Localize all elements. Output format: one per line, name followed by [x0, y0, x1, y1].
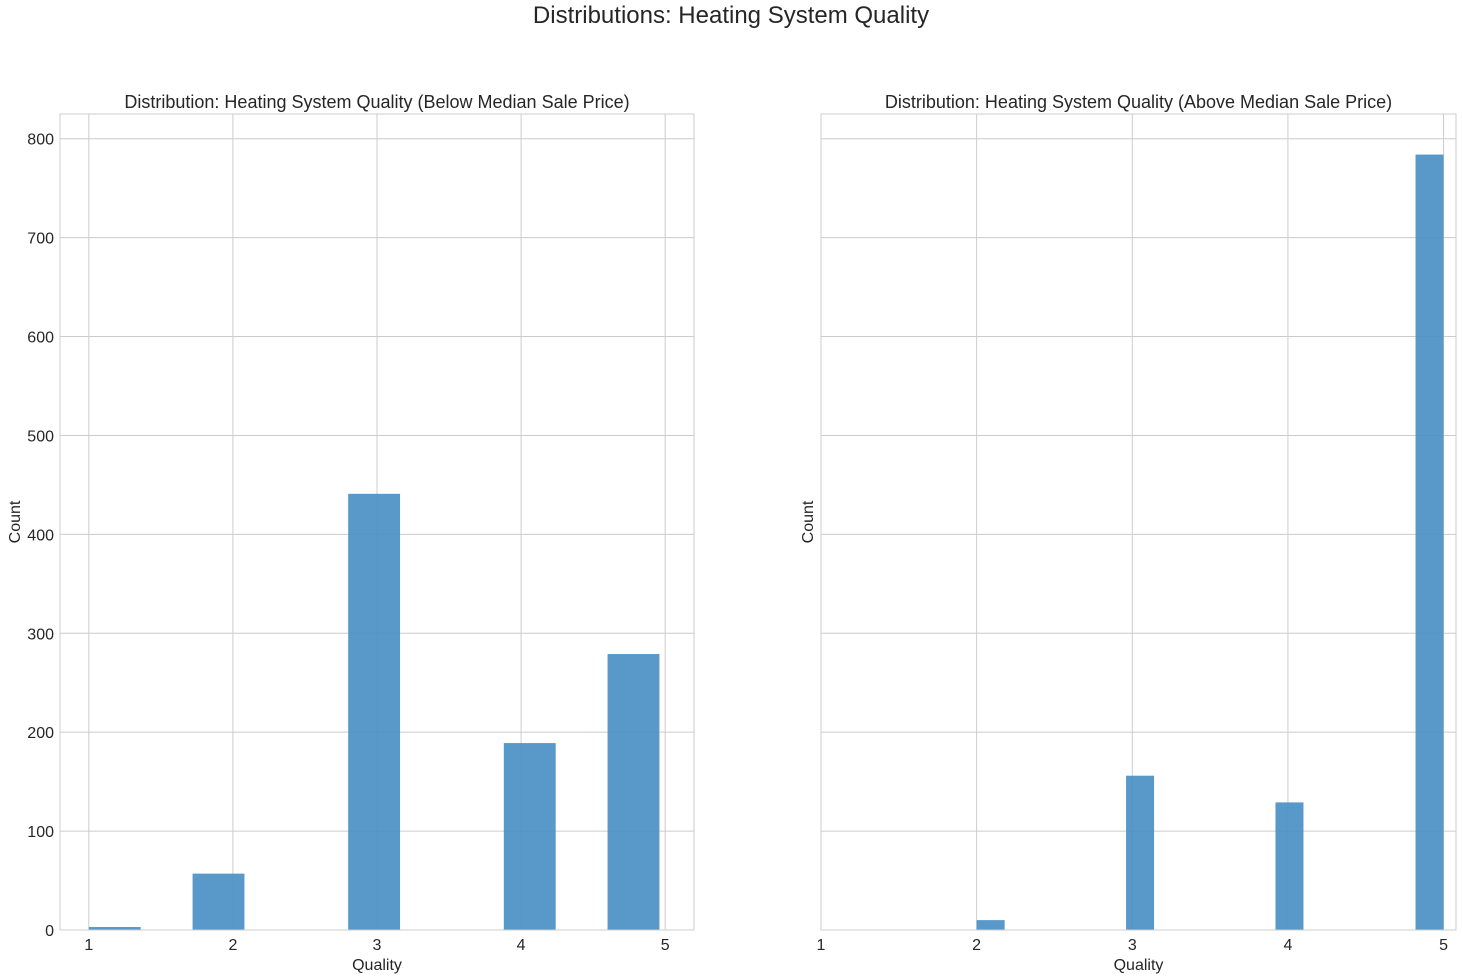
- left-bar: [192, 873, 245, 930]
- left-chart-title: Distribution: Heating System Quality (Be…: [124, 92, 629, 112]
- left-ytick-label: 0: [45, 923, 54, 940]
- left-ytick-label: 200: [27, 725, 54, 742]
- right-bar: [976, 920, 1005, 930]
- left-chart: 1 2 3 4 5 0 100 200 300 400 500 600 700 800 Distributi…: [7, 92, 695, 974]
- left-ytick-label: 700: [27, 231, 54, 248]
- right-xtick-label: 1: [817, 937, 826, 954]
- right-bar: [1126, 775, 1155, 930]
- left-bar: [607, 654, 660, 930]
- left-ytick-label: 300: [27, 626, 54, 643]
- figure-suptitle: Distributions: Heating System Quality: [532, 2, 930, 29]
- left-axes-frame: [59, 113, 695, 931]
- left-xtick-label: 4: [517, 937, 526, 954]
- left-y-axis-label: Count: [7, 500, 24, 543]
- right-x-axis-label: Quality: [1114, 957, 1164, 974]
- left-bar: [348, 493, 401, 930]
- left-bar: [503, 743, 556, 930]
- right-bar: [1415, 154, 1444, 930]
- left-xtick-label: 3: [373, 937, 382, 954]
- right-xtick-label: 5: [1439, 937, 1448, 954]
- left-ytick-label: 800: [27, 132, 54, 149]
- right-axes-frame: [820, 113, 1457, 931]
- right-chart: 1 2 3 4 5 Distribution: Heating System Qualit…: [800, 92, 1457, 974]
- left-bar: [88, 927, 141, 930]
- right-xtick-label: 4: [1283, 937, 1292, 954]
- left-ytick-label: 600: [27, 330, 54, 347]
- left-ytick-label: 100: [27, 824, 54, 841]
- right-bar: [1275, 802, 1304, 930]
- left-xtick-label: 2: [228, 937, 237, 954]
- left-xtick-label: 5: [661, 937, 670, 954]
- left-ytick-label: 400: [27, 527, 54, 544]
- left-ytick-label: 500: [27, 428, 54, 445]
- left-x-axis-label: Quality: [352, 957, 402, 974]
- right-xtick-label: 2: [972, 937, 981, 954]
- left-xtick-label: 1: [84, 937, 93, 954]
- right-xtick-label: 3: [1128, 937, 1137, 954]
- right-chart-title: Distribution: Heating System Quality (Ab…: [885, 92, 1392, 112]
- right-y-axis-label: Count: [800, 500, 817, 543]
